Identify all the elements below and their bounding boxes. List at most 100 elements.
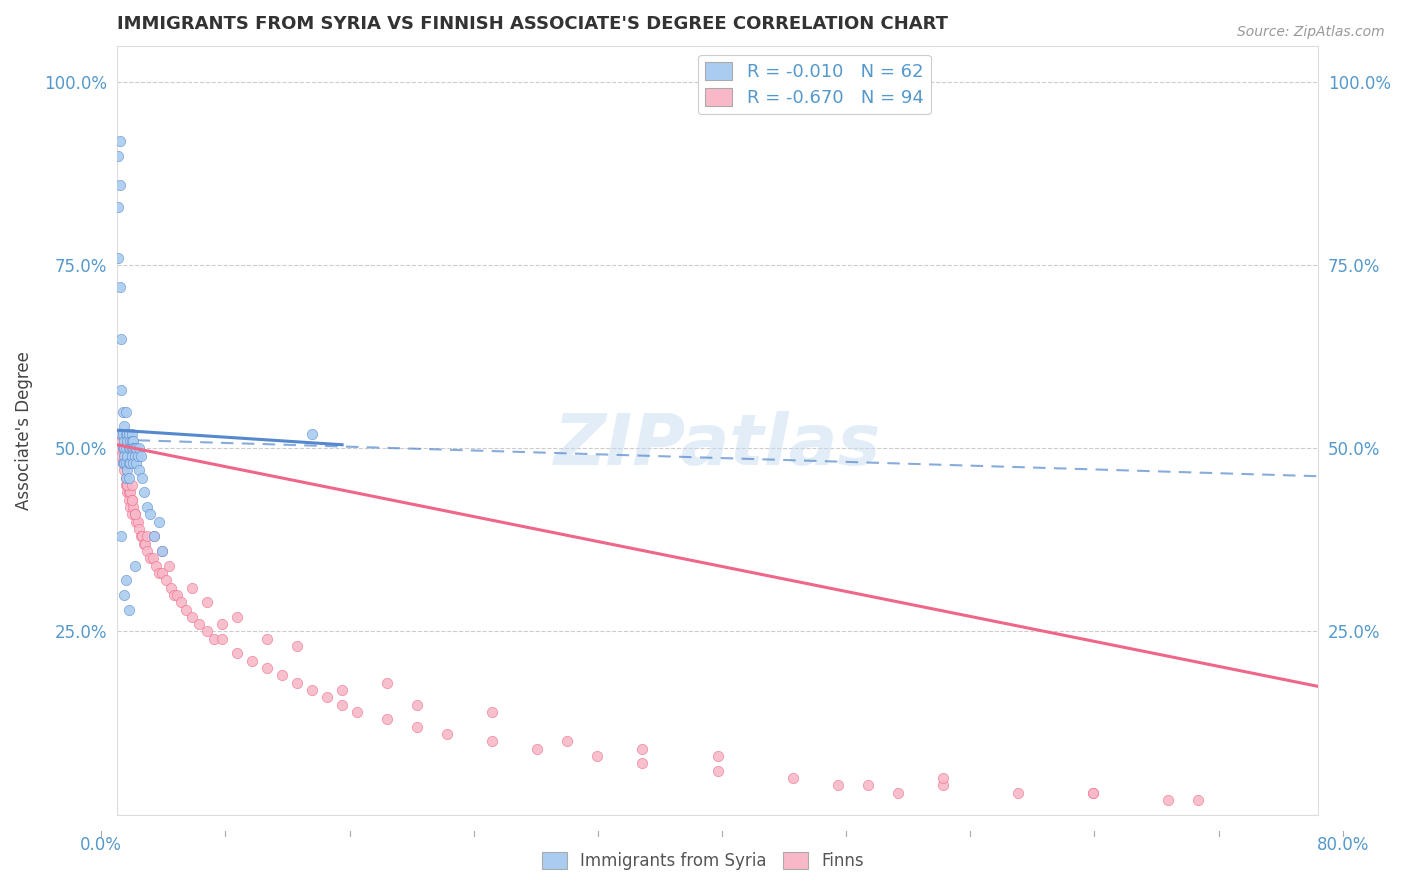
- Point: [117, 449, 139, 463]
- Point: [150, 566, 173, 580]
- Point: [117, 478, 139, 492]
- Text: IMMIGRANTS FROM SYRIA VS FINNISH ASSOCIATE'S DEGREE CORRELATION CHART: IMMIGRANTS FROM SYRIA VS FINNISH ASSOCIA…: [117, 15, 948, 33]
- Point: [346, 705, 368, 719]
- Point: [1081, 786, 1104, 800]
- Point: [148, 515, 170, 529]
- Text: Source: ZipAtlas.com: Source: ZipAtlas.com: [1237, 25, 1385, 39]
- Point: [706, 749, 728, 764]
- Text: 80.0%: 80.0%: [1316, 836, 1369, 854]
- Point: [112, 442, 135, 456]
- Point: [115, 442, 138, 456]
- Point: [155, 573, 177, 587]
- Point: [127, 515, 149, 529]
- Point: [107, 148, 129, 162]
- Point: [115, 471, 138, 485]
- Point: [181, 610, 204, 624]
- Point: [112, 588, 135, 602]
- Point: [271, 668, 294, 682]
- Point: [586, 749, 609, 764]
- Point: [135, 544, 157, 558]
- Point: [631, 756, 654, 771]
- Point: [108, 280, 131, 294]
- Point: [120, 485, 142, 500]
- Point: [188, 617, 211, 632]
- Point: [301, 426, 323, 441]
- Point: [120, 434, 142, 449]
- Point: [127, 449, 149, 463]
- Point: [631, 741, 654, 756]
- Point: [204, 632, 226, 646]
- Point: [557, 734, 579, 748]
- Point: [143, 529, 166, 543]
- Point: [121, 434, 143, 449]
- Point: [160, 581, 183, 595]
- Point: [110, 332, 132, 346]
- Point: [117, 485, 139, 500]
- Point: [115, 456, 138, 470]
- Point: [436, 727, 458, 741]
- Point: [110, 434, 132, 449]
- Point: [125, 456, 148, 470]
- Point: [115, 405, 138, 419]
- Point: [111, 405, 134, 419]
- Point: [142, 551, 165, 566]
- Point: [125, 515, 148, 529]
- Point: [139, 508, 162, 522]
- Point: [111, 442, 134, 456]
- Point: [526, 741, 548, 756]
- Point: [285, 675, 308, 690]
- Point: [117, 434, 139, 449]
- Point: [117, 463, 139, 477]
- Point: [115, 478, 138, 492]
- Point: [135, 529, 157, 543]
- Point: [1081, 786, 1104, 800]
- Point: [195, 595, 218, 609]
- Point: [111, 426, 134, 441]
- Point: [145, 558, 167, 573]
- Point: [124, 558, 146, 573]
- Point: [856, 778, 879, 792]
- Point: [135, 500, 157, 514]
- Point: [139, 551, 162, 566]
- Point: [121, 478, 143, 492]
- Point: [108, 178, 131, 192]
- Point: [107, 442, 129, 456]
- Point: [285, 639, 308, 653]
- Point: [134, 536, 156, 550]
- Point: [108, 134, 131, 148]
- Point: [110, 426, 132, 441]
- Point: [1187, 793, 1209, 807]
- Point: [166, 588, 188, 602]
- Point: [112, 434, 135, 449]
- Point: [131, 471, 153, 485]
- Point: [150, 544, 173, 558]
- Legend: R = -0.010   N = 62, R = -0.670   N = 94: R = -0.010 N = 62, R = -0.670 N = 94: [697, 54, 931, 114]
- Point: [117, 478, 139, 492]
- Point: [481, 705, 503, 719]
- Point: [132, 536, 155, 550]
- Point: [330, 698, 353, 712]
- Point: [122, 456, 145, 470]
- Point: [112, 463, 135, 477]
- Point: [706, 764, 728, 778]
- Text: 0.0%: 0.0%: [80, 836, 122, 854]
- Point: [118, 485, 141, 500]
- Point: [118, 471, 141, 485]
- Point: [122, 500, 145, 514]
- Point: [256, 661, 278, 675]
- Point: [170, 595, 193, 609]
- Text: ZIPatlas: ZIPatlas: [554, 411, 882, 480]
- Point: [122, 434, 145, 449]
- Point: [121, 492, 143, 507]
- Point: [121, 449, 143, 463]
- Point: [107, 251, 129, 265]
- Point: [129, 449, 152, 463]
- Point: [316, 690, 339, 705]
- Point: [121, 508, 143, 522]
- Point: [121, 492, 143, 507]
- Point: [121, 442, 143, 456]
- Point: [120, 500, 142, 514]
- Point: [131, 529, 153, 543]
- Legend: Immigrants from Syria, Finns: Immigrants from Syria, Finns: [536, 845, 870, 877]
- Point: [125, 442, 148, 456]
